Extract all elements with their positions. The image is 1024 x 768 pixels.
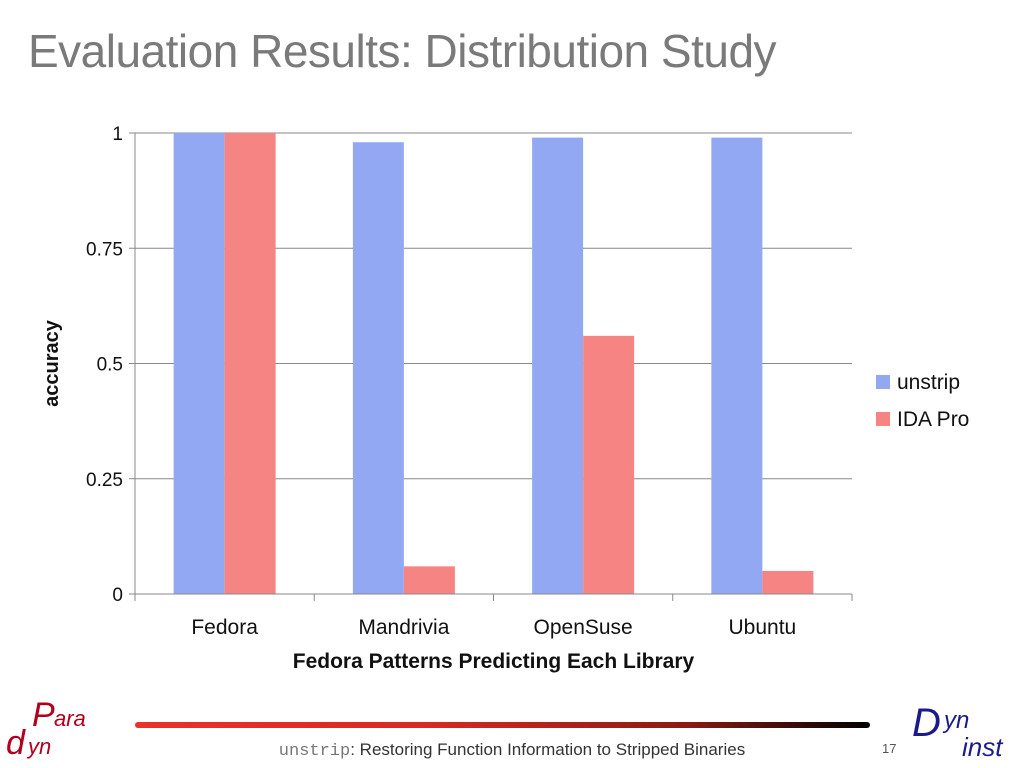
bar-unstrip-fedora [173, 133, 225, 594]
x-tick-label: OpenSuse [534, 616, 633, 639]
bar-ida-pro-opensuse [583, 335, 635, 594]
paradyn-logo: P ara d yn [6, 696, 86, 762]
x-tick-label: Ubuntu [729, 616, 797, 639]
footer-command: unstrip [278, 742, 351, 761]
legend-label: unstrip [897, 371, 960, 394]
bars [173, 133, 814, 595]
page-number: 17 [882, 741, 897, 756]
legend-swatch [876, 375, 890, 389]
bar-unstrip-ubuntu [711, 137, 763, 595]
axis-labels: 0 0.25 0.5 0.75 1 Fedora Mandrivia OpenSuse Ubun… [41, 124, 796, 673]
bar-ida-pro-mandrivia [403, 566, 455, 594]
y-tick-label: 1 [112, 124, 123, 145]
dyninst-logo-d: D [912, 701, 941, 745]
dyninst-logo: D yn inst [912, 701, 1004, 762]
legend-label: IDA Pro [897, 408, 969, 431]
bar-unstrip-mandrivia [352, 142, 404, 594]
legend: unstrip IDA Pro [876, 371, 969, 431]
paradyn-logo-p: P [32, 696, 55, 734]
y-tick-label: 0.25 [86, 470, 123, 491]
footer-caption: unstrip: Restoring Function Information … [0, 740, 1024, 761]
paradyn-logo-yn: yn [26, 734, 51, 759]
dyninst-logo-yn: yn [942, 707, 969, 734]
x-tick-label: Fedora [191, 616, 258, 639]
dyninst-logo-inst: inst [962, 732, 1004, 762]
footer-divider-bar [135, 722, 870, 728]
paradyn-logo-ara: ara [54, 706, 86, 731]
y-tick-label: 0.75 [86, 239, 123, 260]
slide-title: Evaluation Results: Distribution Study [28, 25, 777, 77]
y-axis-title: accuracy [41, 319, 63, 407]
bar-ida-pro-fedora [224, 133, 276, 594]
paradyn-logo-d: d [6, 724, 26, 762]
x-axis-title: Fedora Patterns Predicting Each Library [293, 650, 695, 673]
x-tick-label: Mandrivia [358, 616, 449, 639]
bar-chart: 0 0.25 0.5 0.75 1 Fedora Mandrivia OpenSuse Ubun… [41, 124, 969, 673]
legend-swatch [876, 412, 890, 426]
bar-unstrip-opensuse [532, 137, 584, 595]
bar-ida-pro-ubuntu [762, 570, 814, 594]
y-tick-label: 0 [112, 585, 123, 606]
footer-description: : Restoring Function Information to Stri… [350, 740, 746, 759]
axes [129, 132, 853, 601]
y-tick-label: 0.5 [97, 355, 123, 376]
